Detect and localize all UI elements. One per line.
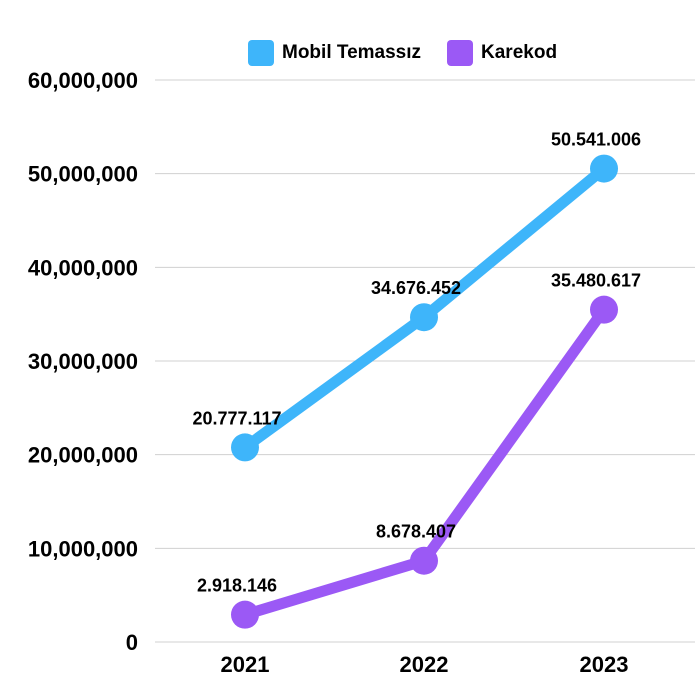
data-point bbox=[410, 303, 438, 332]
x-tick-label: 2021 bbox=[221, 652, 270, 677]
data-label: 50.541.006 bbox=[551, 130, 641, 150]
y-tick-label: 20,000,000 bbox=[28, 443, 138, 468]
legend-item-mobil-temassiz: Mobil Temassız bbox=[248, 40, 421, 66]
legend-swatch-mobil-temassiz bbox=[248, 40, 274, 66]
legend-label-mobil-temassiz: Mobil Temassız bbox=[282, 42, 422, 63]
data-label: 20.777.117 bbox=[192, 408, 281, 428]
y-tick-label: 50,000,000 bbox=[28, 162, 138, 187]
data-point bbox=[231, 600, 259, 629]
data-point bbox=[231, 433, 259, 462]
y-tick-label: 30,000,000 bbox=[28, 349, 138, 374]
data-label: 8.678.407 bbox=[376, 522, 456, 542]
y-tick-label: 40,000,000 bbox=[28, 255, 138, 280]
y-tick-label: 60,000,000 bbox=[28, 68, 138, 93]
data-label: 34.676.452 bbox=[371, 278, 461, 298]
data-point bbox=[590, 295, 618, 324]
data-label: 2.918.146 bbox=[197, 576, 277, 596]
x-tick-label: 2023 bbox=[580, 652, 629, 677]
data-label: 35.480.617 bbox=[551, 271, 641, 291]
data-point bbox=[590, 154, 618, 183]
data-point bbox=[410, 546, 438, 575]
chart-legend: Mobil Temassız Karekod bbox=[248, 40, 583, 66]
legend-item-karekod: Karekod bbox=[447, 40, 557, 66]
y-tick-label: 10,000,000 bbox=[28, 536, 138, 561]
legend-label-karekod: Karekod bbox=[481, 42, 558, 63]
y-tick-label: 0 bbox=[126, 630, 138, 655]
x-tick-label: 2022 bbox=[400, 652, 449, 677]
legend-swatch-karekod bbox=[447, 40, 474, 66]
